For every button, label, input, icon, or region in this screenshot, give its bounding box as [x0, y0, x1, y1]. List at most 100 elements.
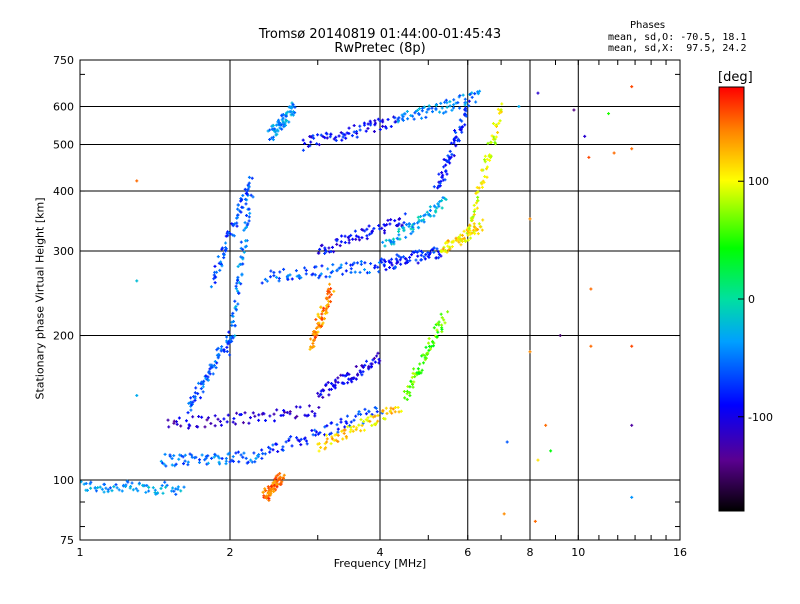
echo-point [234, 307, 238, 311]
echo-point [272, 127, 276, 131]
echo-point [408, 391, 412, 395]
echo-point [228, 232, 232, 236]
echo-point [488, 158, 492, 162]
echo-point [446, 239, 450, 243]
echo-point [364, 412, 368, 416]
echo-point [261, 490, 265, 494]
echo-point [407, 225, 411, 229]
echo-point [402, 221, 406, 225]
echo-point [454, 131, 458, 135]
echo-point [218, 419, 222, 423]
echo-point [360, 423, 364, 427]
echo-point [438, 110, 442, 114]
echo-point [472, 210, 476, 214]
echo-point [147, 489, 151, 493]
echo-point [448, 104, 452, 108]
echo-point [440, 171, 444, 175]
echo-point [410, 375, 414, 379]
echo-point [245, 189, 249, 193]
echo-point [329, 382, 333, 386]
echo-point [241, 194, 245, 198]
echo-point [347, 126, 351, 130]
echo-point [136, 489, 140, 493]
echo-point [416, 254, 420, 258]
echo-point [452, 98, 456, 102]
echo-point [318, 316, 322, 320]
echo-point [419, 214, 423, 218]
echo-point [466, 230, 470, 234]
echo-point [167, 425, 171, 429]
echo-point [170, 457, 174, 461]
echo-point [473, 232, 477, 236]
echo-point [316, 391, 320, 395]
echo-point [334, 438, 338, 442]
echo-point [439, 254, 443, 258]
echo-point [311, 272, 315, 276]
echo-point [224, 249, 228, 253]
echo-point [282, 473, 286, 477]
echo-point [232, 223, 236, 227]
echo-point [430, 106, 434, 110]
echo-point [100, 487, 104, 491]
echo-point [397, 233, 401, 237]
echo-point [323, 425, 327, 429]
echo-point [239, 246, 243, 250]
echo-point [490, 134, 494, 138]
echo-point [321, 135, 325, 139]
echo-point [236, 265, 240, 269]
echo-point [401, 115, 405, 119]
echo-point [228, 460, 232, 464]
echo-point [199, 396, 203, 400]
echo-point [283, 121, 287, 125]
echo-point [325, 311, 329, 315]
echo-point [378, 127, 382, 131]
echo-point [273, 487, 277, 491]
echo-point [293, 105, 297, 109]
echo-point [208, 367, 212, 371]
echo-point [213, 264, 217, 268]
echo-point [486, 141, 490, 145]
echo-point [362, 419, 366, 423]
echo-point [235, 411, 239, 415]
echo-point [212, 455, 216, 459]
echo-point [364, 129, 368, 133]
echo-point [288, 110, 292, 114]
echo-point [427, 104, 431, 108]
echo-point [294, 405, 298, 409]
echo-point [320, 264, 324, 268]
echo-point [444, 248, 448, 252]
echo-point [343, 241, 347, 245]
echo-point [355, 135, 359, 139]
echo-point [335, 268, 339, 272]
echo-point [393, 406, 397, 410]
echo-point [201, 390, 205, 394]
echo-point [206, 378, 210, 382]
echo-point [212, 277, 216, 281]
echo-point [402, 112, 406, 116]
echo-point [154, 492, 158, 496]
echo-point [280, 118, 284, 122]
echo-point [419, 253, 423, 257]
echo-point [343, 234, 347, 238]
echo-point [411, 385, 415, 389]
echo-point [357, 235, 361, 239]
echo-point [371, 415, 375, 419]
echo-point [401, 226, 405, 230]
chart-title: Tromsø 20140819 01:44:00-01:45:43 [258, 27, 502, 42]
echo-point [186, 460, 190, 464]
echo-point [405, 223, 409, 227]
echo-point [110, 489, 114, 493]
echo-point [290, 112, 294, 116]
echo-point [245, 225, 249, 229]
echo-point [424, 356, 428, 360]
echo-point [298, 405, 302, 409]
echo-point [464, 114, 468, 118]
echo-point [355, 131, 359, 135]
echo-point [366, 126, 370, 130]
echo-point [316, 432, 320, 436]
echo-point [354, 428, 358, 432]
echo-point [120, 489, 124, 493]
echo-point [339, 240, 343, 244]
echo-point [257, 418, 261, 422]
